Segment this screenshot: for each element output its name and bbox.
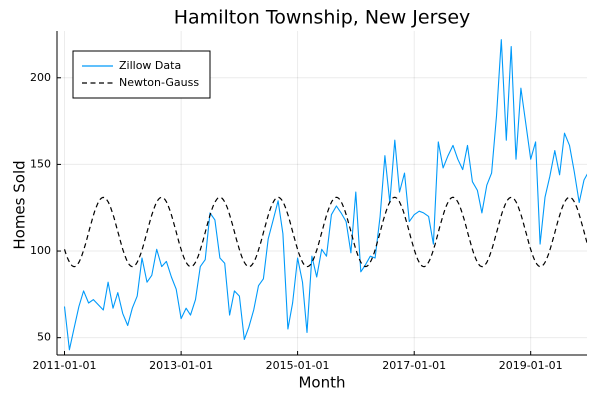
x-tick-label: 2013-01-01	[149, 359, 213, 372]
chart-title: Hamilton Township, New Jersey	[174, 7, 471, 29]
y-tick-label: 50	[37, 331, 51, 344]
legend-box	[72, 50, 211, 99]
series-line-0	[63, 39, 587, 351]
x-axis-label: Month	[298, 374, 345, 392]
legend-label-0: Zillow Data	[119, 59, 181, 72]
x-tick-label: 2011-01-01	[33, 359, 97, 372]
legend: Zillow Data Newton-Gauss	[72, 50, 211, 99]
x-tick-label: 2015-01-01	[266, 359, 330, 372]
y-tick-label: 150	[30, 157, 51, 170]
axes: 2011-01-01 2013-01-01 2015-01-01 2017-01-01…	[30, 31, 587, 372]
series-line-1	[63, 196, 587, 268]
legend-label-1: Newton-Gauss	[119, 76, 199, 89]
x-tick-label: 2017-01-01	[382, 359, 446, 372]
y-tick-label: 200	[30, 71, 51, 84]
y-axis-label: Homes Sold	[11, 160, 29, 249]
y-tick-label: 100	[30, 244, 51, 257]
x-tick-label: 2019-01-01	[499, 359, 563, 372]
series-area	[63, 39, 587, 351]
